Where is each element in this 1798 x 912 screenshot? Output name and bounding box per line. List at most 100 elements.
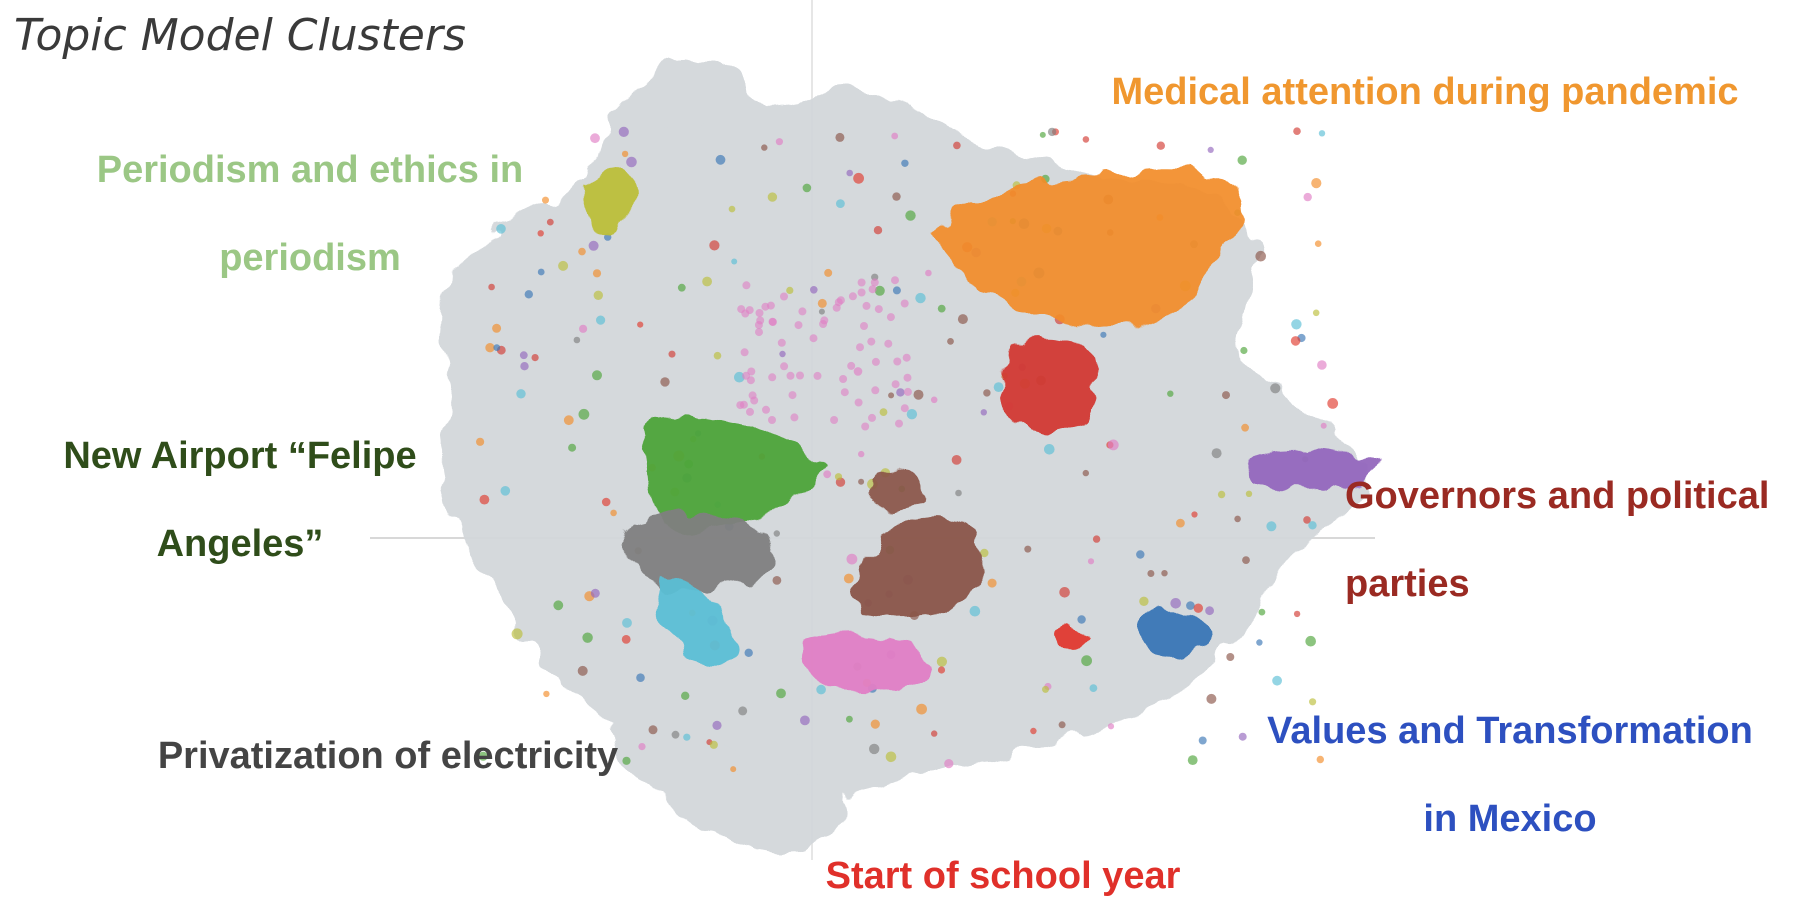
- scatter-point: [913, 389, 924, 400]
- scatter-point: [1139, 596, 1149, 606]
- scatter-point: [888, 392, 895, 399]
- scatter-point: [957, 314, 968, 325]
- scatter-point: [1240, 346, 1248, 355]
- scatter-point: [1272, 675, 1282, 686]
- scatter-point: [839, 375, 848, 383]
- scatter-point: [553, 600, 564, 611]
- scatter-point: [1290, 336, 1301, 346]
- cluster-medical-attention: [935, 169, 1246, 330]
- scatter-point: [857, 278, 866, 287]
- cluster-values-transformation: [1135, 609, 1211, 657]
- cluster-label-3-line-2: Angeles”: [157, 523, 324, 565]
- scatter-point: [668, 350, 676, 358]
- cluster-label-6-line-2: in Mexico: [1423, 798, 1596, 840]
- scatter-point: [980, 409, 987, 416]
- scatter-point: [671, 730, 680, 739]
- scatter-point: [488, 283, 495, 291]
- scatter-point: [937, 666, 946, 674]
- scatter-point: [754, 321, 763, 329]
- scatter-point: [1058, 721, 1066, 729]
- scatter-point: [835, 132, 845, 142]
- scatter-point: [1082, 469, 1090, 477]
- scatter-point: [891, 380, 900, 389]
- scatter-point: [568, 443, 577, 452]
- scatter-point: [953, 141, 961, 150]
- scatter-point: [870, 278, 879, 287]
- scatter-point: [738, 706, 748, 716]
- scatter-point: [1327, 398, 1339, 409]
- scatter-point: [836, 199, 845, 209]
- scatter-point: [796, 371, 804, 380]
- cluster-label-2-line-1: Periodism and ethics in: [97, 149, 524, 191]
- scatter-point: [1258, 608, 1266, 616]
- scatter-point: [648, 725, 658, 735]
- scatter-point: [871, 386, 880, 395]
- cluster-label-1: Medical attention during pandemic: [1111, 71, 1738, 113]
- scatter-point: [1044, 444, 1055, 455]
- scatter-point: [1187, 755, 1198, 765]
- scatter-point: [596, 315, 606, 325]
- scatter-point: [892, 286, 901, 295]
- scatter-point: [818, 308, 825, 315]
- scatter-point: [496, 224, 506, 234]
- scatter-point: [582, 632, 593, 643]
- scatter-point: [531, 354, 539, 362]
- cluster-brown-small: [865, 474, 925, 513]
- scatter-point: [846, 553, 858, 565]
- scatter-point: [1047, 127, 1057, 137]
- scatter-point: [1039, 131, 1046, 138]
- scatter-point: [500, 486, 511, 496]
- scatter-point: [1217, 490, 1226, 499]
- cluster-governors: [998, 339, 1097, 431]
- scatter-point: [709, 740, 718, 749]
- scatter-point: [809, 334, 818, 343]
- scatter-point: [546, 218, 554, 226]
- scatter-point: [1226, 653, 1235, 661]
- scatter-point: [903, 373, 912, 382]
- cluster-privatization: [623, 513, 774, 590]
- cluster-label-4-line-1: Governors and political: [1345, 475, 1769, 517]
- scatter-point: [846, 169, 853, 177]
- scatter-point: [638, 743, 646, 751]
- scatter-point: [702, 276, 712, 287]
- scatter-point: [772, 576, 782, 585]
- scatter-point: [1317, 360, 1327, 370]
- scatter-point: [1255, 250, 1266, 262]
- scatter-point: [1100, 331, 1107, 338]
- scatter-point: [618, 126, 629, 137]
- cluster-pink: [803, 633, 928, 692]
- cluster-label-3: New Airport “Felipe Angeles”: [63, 435, 416, 565]
- scatter-point: [895, 419, 903, 428]
- scatter-point: [848, 292, 857, 301]
- scatter-point: [516, 389, 526, 399]
- scatter-point: [476, 437, 485, 446]
- scatter-point: [773, 530, 780, 537]
- scatter-point: [712, 720, 722, 731]
- cluster-brown-large: [853, 516, 980, 616]
- scatter-point: [884, 339, 893, 348]
- scatter-point: [715, 154, 726, 165]
- scatter-point: [1089, 684, 1098, 692]
- scatter-point: [713, 351, 722, 360]
- scatter-point: [485, 343, 495, 353]
- scatter-point: [1222, 391, 1230, 400]
- scatter-point: [511, 628, 523, 640]
- scatter-point: [1191, 511, 1198, 518]
- cluster-label-7: Start of school year: [826, 855, 1181, 897]
- cluster-label-4: Governors and political parties: [1345, 475, 1769, 605]
- scatter-point: [747, 367, 756, 376]
- cluster-label-5-line-1: Privatization of electricity: [158, 735, 618, 777]
- scatter-point: [915, 292, 926, 304]
- scatter-point: [858, 450, 865, 458]
- scatter-point: [588, 240, 599, 251]
- chart-title: Topic Model Clusters: [14, 10, 466, 61]
- scatter-point: [777, 338, 786, 347]
- scatter-point: [524, 290, 533, 299]
- scatter-point: [936, 656, 948, 667]
- scatter-point: [834, 473, 843, 481]
- scatter-point: [867, 337, 876, 346]
- scatter-point: [905, 210, 916, 221]
- scatter-point: [1245, 490, 1253, 497]
- scatter-point: [755, 309, 764, 317]
- scatter-point: [677, 283, 686, 292]
